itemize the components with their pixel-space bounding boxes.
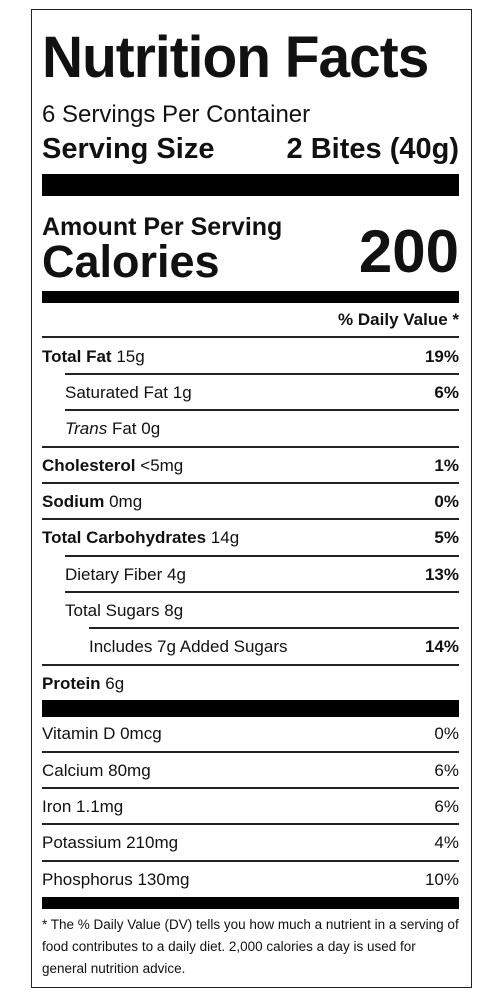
divider-line — [42, 860, 459, 862]
divider-line — [89, 627, 459, 629]
nutrient-dv: 13% — [424, 565, 459, 584]
thick-divider-vitamins — [42, 700, 459, 717]
serving-size-value: 2 Bites (40g) — [286, 133, 459, 165]
nutrient-name: Total Sugars 8g — [65, 601, 184, 620]
servings-per-container: 6 Servings Per Container — [42, 101, 311, 128]
nutrient-name: Total Carbohydrates 14g — [42, 528, 240, 547]
nutrient-row-sodium: Sodium 0mg 0% — [42, 493, 459, 510]
nutrient-name: Saturated Fat 1g — [65, 383, 192, 402]
vitamin-dv: 6% — [434, 797, 459, 816]
vitamin-name: Calcium 80mg — [42, 761, 151, 780]
nutrient-name: Dietary Fiber 4g — [65, 565, 186, 584]
nutrient-dv: 6% — [434, 383, 459, 402]
vitamin-row-potassium: Potassium 210mg 4% — [42, 834, 459, 851]
divider-line — [65, 555, 459, 557]
serving-size-row: Serving Size 2 Bites (40g) — [42, 135, 459, 164]
nutrient-row-saturated-fat: Saturated Fat 1g 6% — [42, 384, 459, 401]
vitamin-dv: 10% — [424, 870, 459, 889]
nutrition-label: Nutrition Facts 6 Servings Per Container… — [31, 9, 472, 988]
nutrient-row-trans-fat: Trans Fat 0g — [42, 420, 459, 437]
nutrient-name: Sodium 0mg — [42, 492, 143, 511]
vitamin-row-vitamin-d: Vitamin D 0mcg 0% — [42, 725, 459, 742]
nutrient-row-protein: Protein 6g — [42, 675, 459, 692]
nutrient-row-total-fat: Total Fat 15g 19% — [42, 348, 459, 365]
nutrient-name: Total Fat 15g — [42, 347, 145, 366]
nutrient-dv: 19% — [424, 347, 459, 366]
divider-line — [65, 373, 459, 375]
vitamin-dv: 6% — [434, 761, 459, 780]
vitamin-name: Iron 1.1mg — [42, 797, 124, 816]
amount-per-serving: Amount Per Serving — [42, 213, 283, 241]
nutrient-row-total-sugars: Total Sugars 8g — [42, 602, 459, 619]
vitamin-name: Vitamin D 0mcg — [42, 724, 162, 743]
thick-divider-top — [42, 174, 459, 196]
daily-value-footnote: * The % Daily Value (DV) tells you how m… — [42, 917, 459, 976]
vitamin-row-calcium: Calcium 80mg 6% — [42, 762, 459, 779]
label-title: Nutrition Facts — [42, 25, 429, 90]
vitamin-name: Potassium 210mg — [42, 833, 179, 852]
vitamin-name: Phosphorus 130mg — [42, 870, 190, 889]
nutrient-name: Cholesterol <5mg — [42, 456, 184, 475]
nutrient-name: Trans Fat 0g — [65, 419, 161, 438]
divider-line — [65, 409, 459, 411]
nutrient-name: Protein 6g — [42, 674, 125, 693]
daily-value-header: % Daily Value * — [338, 310, 459, 329]
vitamin-row-phosphorus: Phosphorus 130mg 10% — [42, 871, 459, 888]
vitamin-row-iron: Iron 1.1mg 6% — [42, 798, 459, 815]
divider-line — [65, 591, 459, 593]
nutrient-row-added-sugars: Includes 7g Added Sugars 14% — [42, 638, 459, 655]
nutrient-dv: 5% — [434, 528, 459, 547]
nutrient-row-dietary-fiber: Dietary Fiber 4g 13% — [42, 566, 459, 583]
nutrient-dv: 14% — [424, 637, 459, 656]
vitamin-dv: 4% — [434, 833, 459, 852]
divider-line — [42, 336, 459, 338]
vitamin-dv: 0% — [434, 724, 459, 743]
nutrient-name: Includes 7g Added Sugars — [89, 637, 288, 656]
nutrient-dv: 0% — [434, 492, 459, 511]
calories-label: Calories — [42, 236, 220, 287]
divider-line — [42, 518, 459, 520]
calories-value: 200 — [358, 218, 459, 285]
thick-divider-bottom — [42, 897, 459, 909]
nutrient-row-total-carbohydrates: Total Carbohydrates 14g 5% — [42, 529, 459, 546]
divider-line — [42, 664, 459, 666]
divider-line — [42, 823, 459, 825]
nutrient-row-cholesterol: Cholesterol <5mg 1% — [42, 457, 459, 474]
serving-size-label: Serving Size — [42, 133, 215, 165]
divider-line — [42, 787, 459, 789]
divider-line — [42, 751, 459, 753]
divider-line — [42, 482, 459, 484]
medium-divider — [42, 291, 459, 303]
nutrient-dv: 1% — [434, 456, 459, 475]
divider-line — [42, 446, 459, 448]
